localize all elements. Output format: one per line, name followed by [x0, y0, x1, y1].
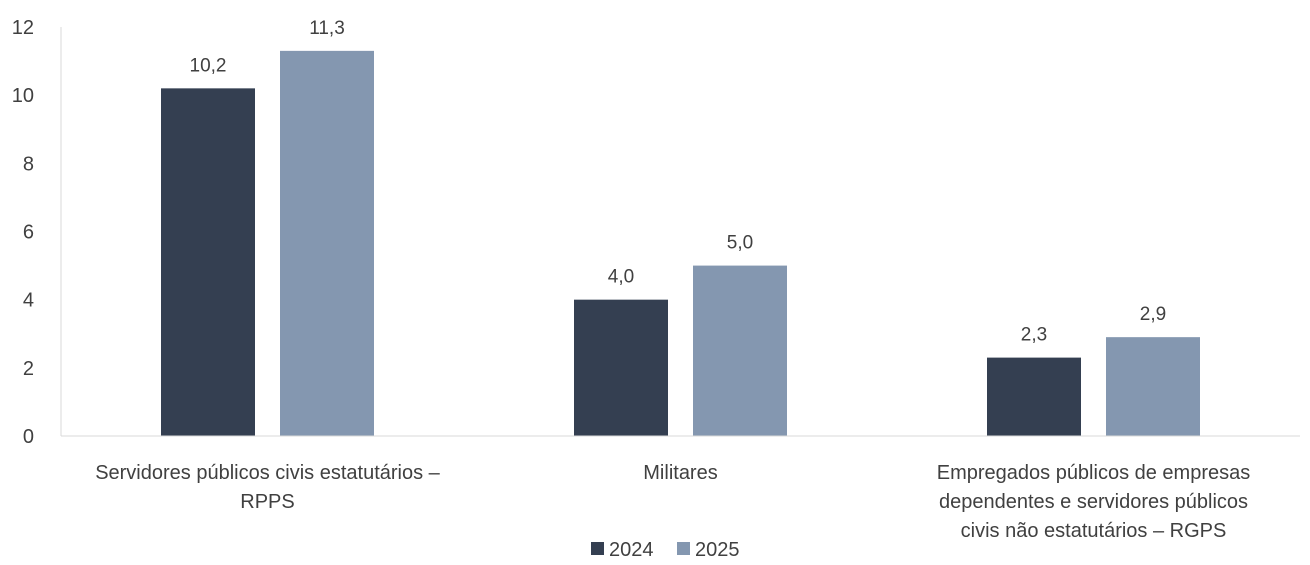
data-label: 2,3 [1021, 325, 1047, 346]
y-axis: 0 2 4 6 8 10 12 [12, 17, 62, 448]
y-tick-label: 12 [12, 17, 34, 39]
legend-label-2025: 2025 [695, 539, 740, 561]
x-category-label: Empregados públicos de empresas [937, 462, 1251, 484]
legend-label-2024: 2024 [609, 539, 654, 561]
data-labels: 10,2 11,3 4,0 5,0 2,3 2,9 [190, 18, 1167, 346]
legend-swatch-2024 [591, 542, 604, 555]
bar-2025-cat-2 [693, 265, 787, 436]
data-label: 11,3 [309, 18, 345, 39]
bar-2025-cat-1 [280, 50, 374, 436]
bars [161, 50, 1200, 436]
y-tick-label: 8 [23, 153, 34, 175]
x-axis: Servidores públicos civis estatutários –… [61, 435, 1300, 542]
x-category-label: dependentes e servidores públicos [939, 491, 1248, 513]
x-category-label: RPPS [240, 491, 294, 513]
legend-swatch-2025 [677, 542, 690, 555]
y-tick-label: 4 [23, 290, 34, 312]
x-category-label: civis não estatutários – RGPS [961, 520, 1227, 542]
bar-2024-cat-2 [574, 299, 668, 436]
data-label: 5,0 [727, 233, 753, 254]
data-label: 10,2 [190, 55, 227, 76]
bar-2025-cat-3 [1106, 337, 1200, 436]
y-tick-label: 0 [23, 426, 34, 448]
y-tick-label: 6 [23, 222, 34, 244]
y-tick-label: 10 [12, 85, 34, 107]
x-category-label: Servidores públicos civis estatutários – [95, 462, 440, 484]
bar-2024-cat-3 [987, 357, 1081, 436]
bar-2024-cat-1 [161, 88, 255, 436]
legend: 2024 2025 [591, 539, 740, 561]
data-label: 2,9 [1140, 304, 1166, 325]
y-tick-label: 2 [23, 358, 34, 380]
x-category-label: Militares [643, 462, 717, 484]
data-label: 4,0 [608, 267, 634, 288]
